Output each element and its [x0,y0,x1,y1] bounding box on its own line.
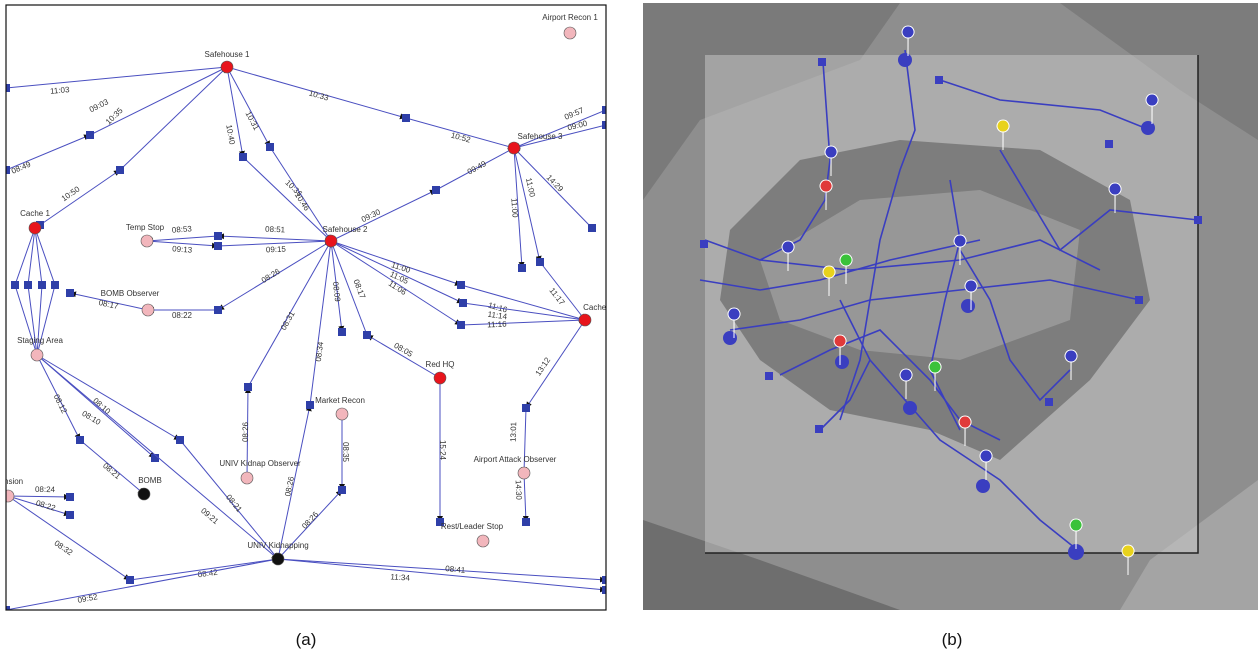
waypoint [116,166,124,174]
figure: 11:0309:0310:3508:4910:5010:4010:3110:33… [0,0,1260,658]
waypoint [338,328,346,336]
edge-label: 13:01 [509,421,519,442]
waypoint [126,576,134,584]
waypoint [266,143,274,151]
node-label: BOMB Observer [101,289,160,298]
node-label: Rest/Leader Stop [441,522,504,531]
node [29,222,41,234]
waypoint [306,401,314,409]
node [31,349,43,361]
waypoint [338,486,346,494]
node-label: Temp Stop [126,223,165,232]
waypoint [402,114,410,122]
node [579,314,591,326]
waypoint [214,242,222,250]
waypoint [244,383,252,391]
node [325,235,337,247]
node-label: UNIV Kidnap Observer [219,459,301,468]
node-label: UNIV Kidnapping [247,541,308,550]
waypoint [363,331,371,339]
waypoint [51,281,59,289]
node [477,535,489,547]
node-label: Market Recon [315,396,365,405]
waypoint [176,436,184,444]
waypoint [457,281,465,289]
waypoint [66,493,74,501]
edge-label: 09:13 [172,244,193,254]
node [221,61,233,73]
node [241,472,253,484]
edge-label: 11:03 [50,85,71,96]
waypoint [11,281,19,289]
node-label: Airport Attack Observer [474,455,557,464]
edge-label: 11:00 [509,198,519,219]
edge-label: 08:24 [35,485,56,494]
waypoint [214,306,222,314]
caption: (b) [942,630,963,649]
waypoint [86,131,94,139]
node-label: Airport Recon 1 [542,13,598,22]
waypoint [432,186,440,194]
network-panel: 11:0309:0310:3508:4910:5010:4010:3110:33… [0,5,613,614]
node-label: Red HQ [426,360,455,369]
edge-label: 08:51 [265,225,286,235]
waypoint [459,299,467,307]
node [564,27,576,39]
node-label: BOMB [138,476,162,485]
node [141,235,153,247]
node-label: Cache 1 [20,209,50,218]
node-label: Safehouse 1 [205,50,250,59]
node [138,488,150,500]
edge-label: 08:41 [445,564,466,575]
node-label: Safehouse 2 [323,225,368,234]
node [142,304,154,316]
edge-label: 08:26 [241,421,250,442]
caption: (a) [296,630,317,649]
edge-label: 09:15 [266,245,287,255]
node-label: Staging Area [17,336,63,345]
waypoint [66,511,74,519]
edge-label: 08:22 [172,311,193,320]
node [508,142,520,154]
node-label: Safehouse 3 [518,132,563,141]
node-label: Cache 2 [583,303,613,312]
waypoint [24,281,32,289]
node [434,372,446,384]
edge-label: 11:16 [487,320,507,330]
waypoint [536,258,544,266]
waypoint [38,281,46,289]
waypoint [457,321,465,329]
waypoint [66,289,74,297]
node [2,490,14,502]
waypoint [76,436,84,444]
waypoint [518,264,526,272]
edge-label: 11:34 [390,572,411,582]
edge-label: 08:35 [341,442,350,463]
waypoint [239,153,247,161]
node [336,408,348,420]
edge-label: 08:53 [172,224,193,234]
edge-label: 14:30 [514,480,524,501]
node-label: Mansion [0,477,23,486]
node [518,467,530,479]
waypoint [214,232,222,240]
map-panel [643,3,1258,610]
waypoint [588,224,596,232]
node [272,553,284,565]
edge-label: 15:24 [438,440,447,461]
waypoint [522,518,530,526]
waypoint [522,404,530,412]
